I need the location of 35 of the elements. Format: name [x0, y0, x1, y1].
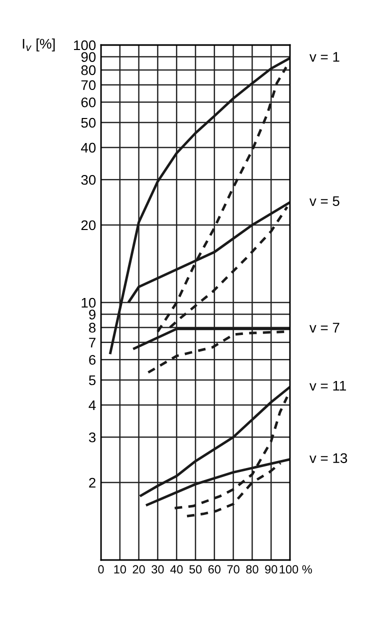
x-tick-label: 30 [152, 565, 164, 574]
series-label: v = 1 [309, 52, 340, 62]
y-tick-label: 40 [81, 142, 96, 153]
series-label: v = 11 [309, 380, 346, 391]
x-tick-label: 10 [114, 565, 126, 574]
y-tick-label: 8 [89, 322, 96, 333]
x-tick-label: 20 [132, 565, 145, 574]
y-tick-label: 100 [74, 40, 96, 50]
y-tick-label: 50 [81, 118, 96, 128]
y-tick-label: 30 [81, 174, 96, 185]
y-tick-label: 2 [89, 478, 96, 488]
series-label: v = 7 [309, 322, 340, 332]
y-tick-label: 4 [88, 400, 96, 410]
x-tick-label: 40 [170, 565, 183, 574]
x-tick-label: 90 [265, 565, 278, 574]
y-tick-label: 9 [89, 310, 96, 320]
y-tick-label: 7 [89, 338, 96, 348]
y-tick-label: 20 [81, 220, 96, 230]
x-tick-label: 70 [227, 565, 240, 574]
x-tick-label: 60 [208, 565, 221, 574]
y-tick-label: 5 [88, 375, 96, 386]
y-tick-label: 90 [81, 52, 96, 62]
y-tick-label: 60 [81, 97, 96, 108]
y-tick-label: 70 [81, 80, 96, 90]
y-tick-label: 80 [81, 65, 96, 76]
y-axis-title: I$_{v}$ [%] [22, 38, 55, 52]
x-tick-label: 50 [189, 565, 202, 574]
x-tick-label: 100 % [280, 565, 312, 574]
series-label: v = 5 [309, 196, 340, 206]
y-tick-label: 3 [88, 432, 96, 442]
x-tick-label: 0 [98, 565, 104, 574]
y-tick-label: 10 [82, 298, 96, 308]
y-tick-label: 6 [89, 354, 96, 365]
series-label: v = 13 [309, 453, 348, 464]
x-tick-label: 80 [246, 565, 258, 574]
